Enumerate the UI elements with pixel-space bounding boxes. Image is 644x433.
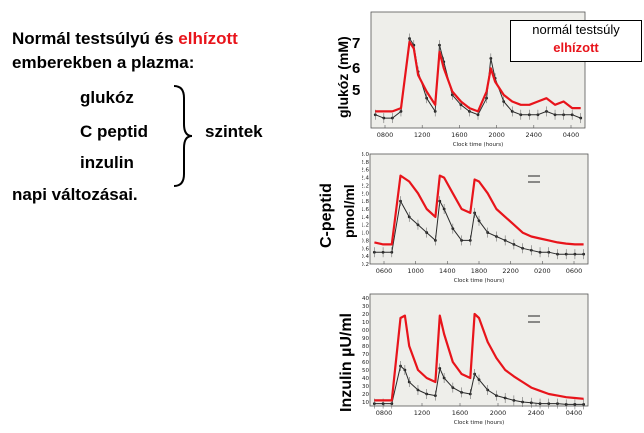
x-axis-title: Clock time (hours)	[454, 278, 505, 284]
series-normal-line	[375, 38, 581, 119]
y-tick-label: 2.6	[362, 168, 369, 174]
glucose-tick-5: 5	[352, 82, 361, 99]
x-tick-label: 0600	[566, 267, 583, 275]
y-tick-label: 20	[362, 392, 369, 398]
y-tick-label: 0.2	[362, 262, 369, 268]
y-tick-label: 10	[362, 400, 369, 406]
series-normal-line	[374, 365, 584, 405]
y-tick-label: 130	[362, 304, 369, 310]
y-tick-label: 1.0	[362, 231, 369, 237]
legend-box: normál testsúly elhízott	[510, 20, 642, 62]
y-tick-label: 1.6	[362, 207, 369, 213]
item-insulin: inzulin	[80, 153, 134, 172]
y-tick-label: 40	[362, 376, 369, 382]
y-tick-label: 120	[362, 312, 369, 318]
y-tick-label: 1.8	[362, 199, 369, 205]
y-tick-label: 140	[362, 296, 369, 302]
x-tick-label: 1400	[439, 267, 456, 275]
glucose-axis-label: glukóz (mM)	[335, 36, 351, 118]
y-tick-label: 2.2	[362, 183, 369, 189]
x-tick-label: 2200	[502, 267, 519, 275]
y-tick-label: 0.6	[362, 246, 369, 252]
series-obese-line	[374, 312, 584, 402]
y-tick-label: 100	[362, 328, 369, 334]
y-tick-label: 2.8	[362, 160, 369, 166]
x-tick-label: 0400	[563, 131, 580, 139]
series-obese-line	[375, 40, 581, 113]
series-obese-line	[374, 174, 584, 246]
cpeptide-axis-label-1: C-peptid	[318, 183, 335, 248]
title-line-1: Normál testsúlyú és elhízott	[12, 29, 238, 49]
x-tick-label: 0800	[377, 131, 394, 139]
brace-icon	[173, 85, 193, 187]
y-tick-label: 70	[362, 352, 369, 358]
glucose-tick-6: 6	[352, 60, 361, 77]
plot-area	[369, 293, 589, 407]
x-tick-label: 1800	[471, 267, 488, 275]
x-tick-label: 0200	[534, 267, 551, 275]
insulin-axis-label: Inzulin µU/ml	[338, 313, 355, 412]
x-tick-label: 1600	[452, 409, 469, 417]
x-tick-label: 2400	[528, 409, 545, 417]
y-tick-label: 110	[362, 320, 369, 326]
x-tick-label: 2000	[488, 131, 505, 139]
y-tick-label: 2.0	[362, 191, 369, 197]
cpeptide-axis-label-2: pmol/ml	[341, 184, 357, 238]
x-axis-title: Clock time (hours)	[454, 420, 505, 426]
y-tick-label: 2.4	[362, 176, 369, 182]
y-tick-label: 30	[362, 384, 369, 390]
x-tick-label: 0800	[376, 409, 393, 417]
x-tick-label: 1600	[451, 131, 468, 139]
x-tick-label: 2400	[526, 131, 543, 139]
title-normal-text: Normál testsúlyú és	[12, 29, 179, 48]
insulin-chart: 0800 1200 1600 2000 2400 0400 Clock time (hour…	[362, 293, 589, 426]
y-tick-label: 1.4	[362, 215, 369, 221]
x-tick-label: 1200	[414, 131, 431, 139]
x-tick-label: 2000	[490, 409, 507, 417]
y-tick-label: 80	[362, 344, 369, 350]
footer-line: napi változásai.	[12, 185, 138, 204]
y-tick-label: 0.4	[362, 254, 369, 260]
y-tick-label: 3.0	[362, 152, 369, 158]
x-axis-title: Clock time (hours)	[453, 142, 504, 148]
item-c-peptide: C peptid	[80, 122, 148, 141]
legend-obese-label: elhízott	[553, 40, 599, 55]
title-obese-text: elhízott	[178, 29, 238, 48]
item-glucose: glukóz	[80, 88, 134, 107]
glucose-tick-7: 7	[352, 35, 361, 52]
x-tick-label: 0400	[566, 409, 583, 417]
plot-area	[369, 153, 589, 265]
y-tick-label: 50	[362, 368, 369, 374]
cpeptide-chart: 0600 1000 1400 1800 2200 0200 0600 Clock time (…	[362, 152, 589, 284]
legend-normal-label: normál testsúly	[532, 22, 620, 37]
x-tick-label: 1200	[414, 409, 431, 417]
x-tick-label: 0600	[376, 267, 393, 275]
y-tick-label: 90	[362, 336, 369, 342]
title-line-2: emberekben a plazma:	[12, 53, 195, 72]
y-tick-label: 0.8	[362, 238, 369, 244]
group-label: szintek	[205, 122, 263, 141]
y-tick-label: 1.2	[362, 223, 369, 229]
x-tick-label: 1000	[407, 267, 424, 275]
y-tick-label: 60	[362, 360, 369, 366]
